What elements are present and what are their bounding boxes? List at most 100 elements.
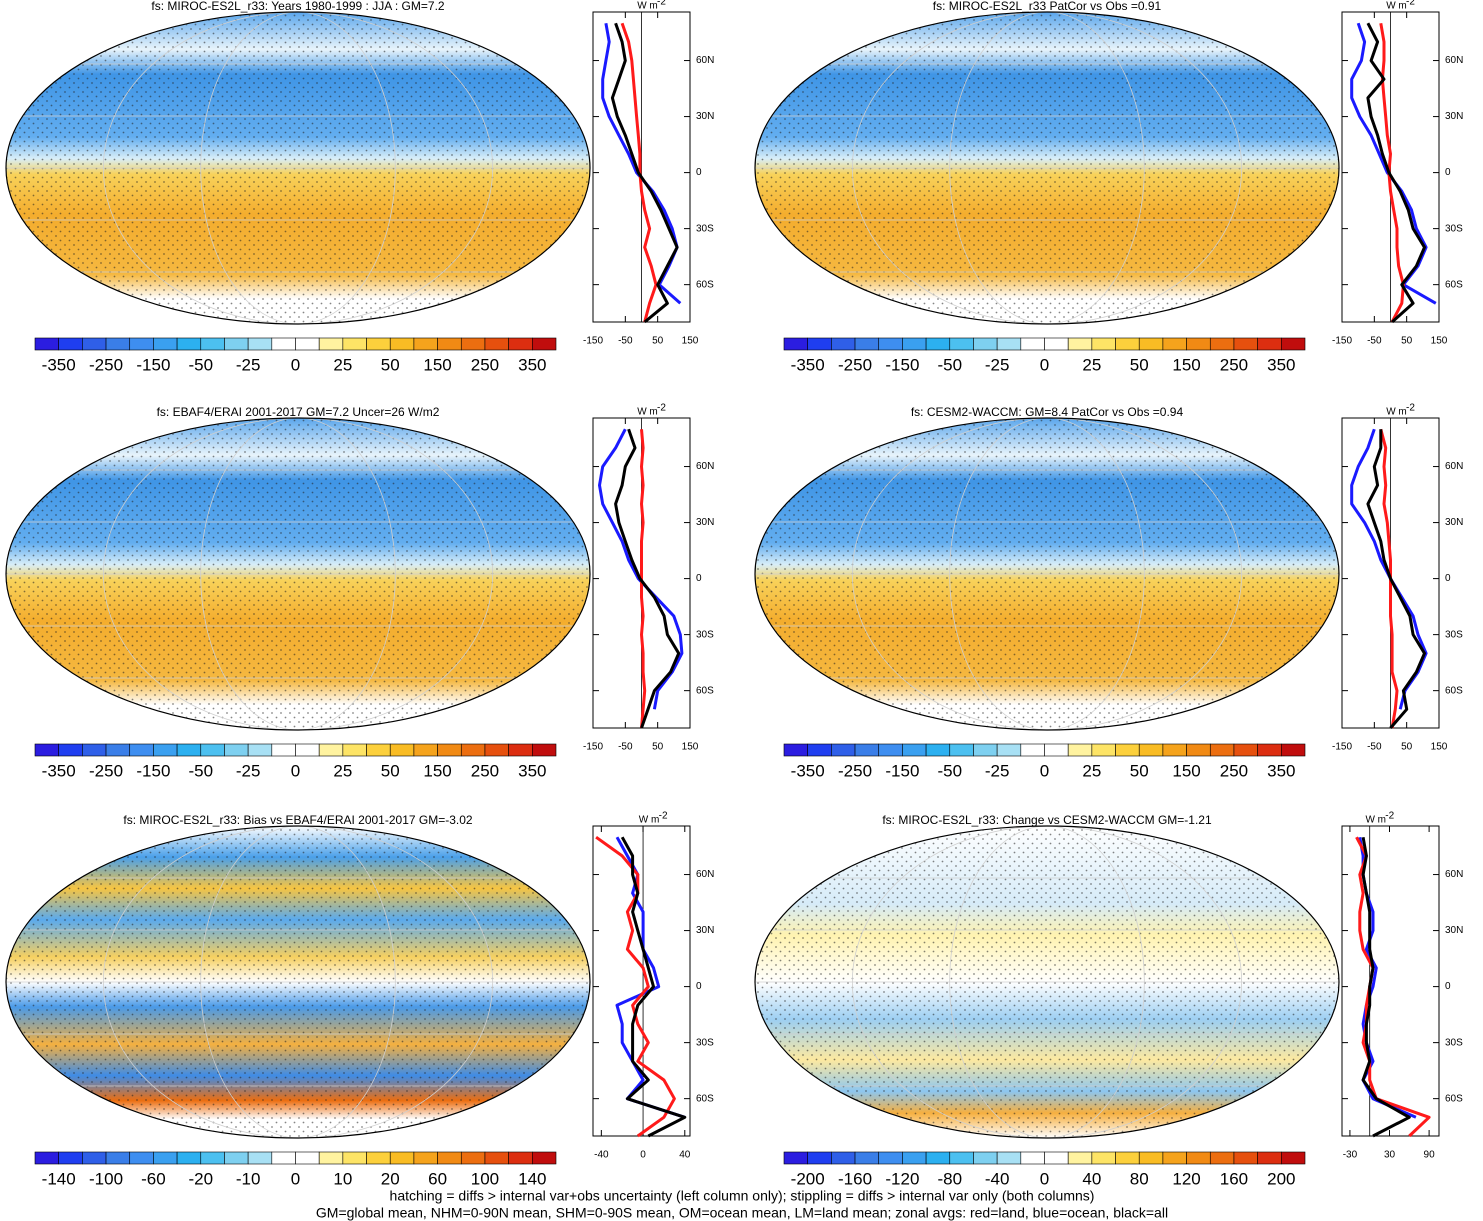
panel-title: fs: EBAF4/ERAI 2001-2017 GM=7.2 Uncer=26… (157, 405, 440, 419)
colorbar-swatch (1044, 337, 1069, 351)
x-tick-label: -50 (1367, 336, 1382, 347)
colorbar-swatch (82, 1151, 107, 1165)
colorbar-swatch (82, 337, 107, 351)
colorbar-label: -20 (188, 1169, 213, 1188)
x-tick-label: 50 (1401, 336, 1413, 347)
colorbar-swatch (1067, 337, 1093, 351)
colorbar-swatch (902, 1151, 927, 1165)
colorbar-label: 0 (1040, 355, 1049, 374)
zonal-line (595, 835, 676, 1138)
meridian (102, 12, 494, 324)
colorbar-swatch (1091, 1151, 1116, 1165)
colorbar-swatch (153, 743, 178, 757)
colorbar-swatch (318, 337, 344, 351)
zonal-line (598, 428, 684, 710)
y-tick-label: 0 (1445, 981, 1451, 992)
colorbar-label: -350 (791, 355, 825, 374)
colorbar-label: -25 (236, 761, 261, 780)
colorbar-swatch (1281, 337, 1306, 351)
units: W m (1365, 815, 1386, 826)
colorbar-swatch (437, 1151, 462, 1165)
x-tick-label: 150 (682, 336, 699, 347)
map (6, 418, 590, 730)
y-tick-label: 30S (696, 1037, 714, 1048)
y-tick-label: 60S (696, 279, 714, 290)
units-exponent: -2 (657, 0, 666, 8)
colorbar-label: -60 (141, 1169, 166, 1188)
colorbar-label: 350 (1267, 761, 1295, 780)
colorbar-swatch (1281, 743, 1306, 757)
map (6, 12, 590, 324)
colorbar-swatch (783, 337, 808, 351)
y-tick-label: 30S (1445, 1037, 1463, 1048)
y-tick-label: 60S (696, 1093, 714, 1104)
x-tick-label: 150 (682, 742, 699, 753)
colorbar-swatch (925, 1151, 951, 1165)
colorbar-swatch (532, 743, 557, 757)
colorbar-label: 350 (518, 355, 546, 374)
colorbar-swatch (460, 743, 486, 757)
x-tick-label: -150 (583, 336, 603, 347)
units: W m (637, 407, 658, 418)
colorbar-swatch (1044, 1151, 1069, 1165)
units: W m (639, 815, 660, 826)
colorbar-label: -100 (89, 1169, 123, 1188)
colorbar-swatch (224, 1151, 249, 1165)
colorbar-label: -25 (985, 761, 1010, 780)
y-tick-label: 0 (696, 981, 702, 992)
colorbar-swatch (1091, 337, 1116, 351)
colorbar-swatch (949, 1151, 974, 1165)
meridian (102, 826, 494, 1138)
colorbar-swatch (925, 743, 951, 757)
colorbar-swatch (153, 337, 178, 351)
colorbar-swatch (1115, 1151, 1140, 1165)
x-tick-label: -40 (594, 1150, 609, 1161)
y-tick-label: 30S (1445, 629, 1463, 640)
colorbar-swatch (484, 337, 509, 351)
meridian (851, 826, 1243, 1138)
map-border (754, 417, 1340, 731)
colorbar-label: 250 (1220, 355, 1248, 374)
colorbar-swatch (902, 743, 927, 757)
units: W m (1386, 1, 1407, 12)
colorbar-swatch (200, 1151, 225, 1165)
colorbar-swatch (413, 743, 438, 757)
colorbar-swatch (366, 337, 391, 351)
panel-title: fs: MIROC-ES2L_r33 PatCor vs Obs =0.91 (933, 0, 1162, 13)
colorbar-swatch (342, 1151, 367, 1165)
colorbar-swatch (1186, 743, 1211, 757)
colorbar-swatch (1209, 1151, 1235, 1165)
y-tick-label: 60N (1445, 55, 1463, 66)
colorbar-label: -25 (236, 355, 261, 374)
colorbar-swatch (271, 337, 296, 351)
units-exponent: -2 (659, 811, 668, 822)
colorbar-swatch (34, 1151, 59, 1165)
panel-title: fs: CESM2-WACCM: GM=8.4 PatCor vs Obs =0… (911, 405, 1184, 419)
colorbar-label: 50 (381, 355, 400, 374)
y-tick-label: 30S (696, 629, 714, 640)
colorbar-swatch (1138, 337, 1164, 351)
colorbar-swatch (878, 743, 903, 757)
x-tick-label: 0 (640, 1150, 646, 1161)
map-border (5, 417, 591, 731)
colorbar-swatch (1162, 743, 1187, 757)
colorbar-swatch (58, 743, 83, 757)
colorbar-label: -250 (89, 761, 123, 780)
x-tick-label: 150 (1431, 742, 1448, 753)
colorbar-label: 150 (1172, 761, 1200, 780)
colorbar-swatch (996, 337, 1022, 351)
colorbar-label: -50 (188, 761, 213, 780)
colorbar-swatch (831, 743, 856, 757)
colorbar-label: -350 (42, 761, 76, 780)
colorbar-label: 0 (291, 1169, 300, 1188)
y-tick-label: 0 (696, 167, 702, 178)
zonal-line (1366, 22, 1426, 324)
colorbar-swatch (484, 1151, 509, 1165)
colorbar-label: 250 (1220, 761, 1248, 780)
colorbar-label: -150 (885, 355, 919, 374)
colorbar-swatch (1233, 1151, 1258, 1165)
x-tick-label: 50 (652, 742, 664, 753)
colorbar-label: -250 (838, 355, 872, 374)
colorbar-swatch (1044, 743, 1069, 757)
